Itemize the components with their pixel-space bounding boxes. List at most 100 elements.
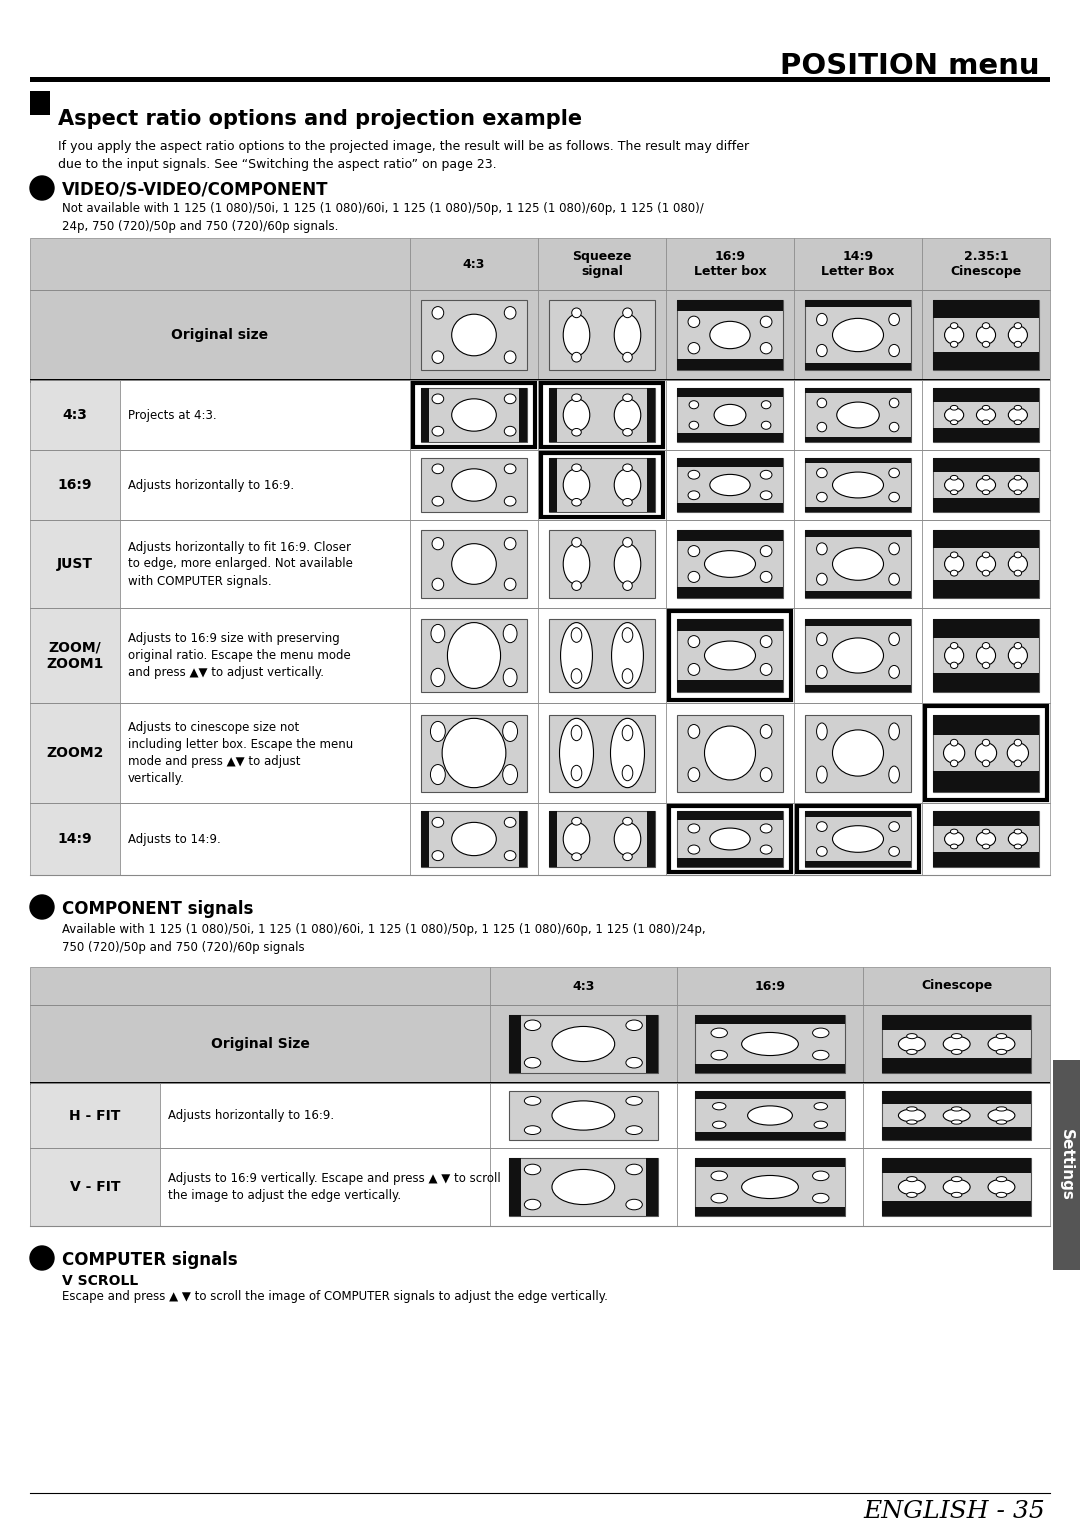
Bar bbox=[549, 811, 656, 866]
Bar bbox=[677, 301, 783, 312]
Text: V - FIT: V - FIT bbox=[70, 1180, 120, 1193]
Ellipse shape bbox=[623, 581, 632, 590]
Ellipse shape bbox=[996, 1120, 1007, 1125]
Bar bbox=[421, 458, 527, 512]
Text: H - FIT: H - FIT bbox=[69, 1108, 121, 1123]
Ellipse shape bbox=[1014, 475, 1022, 480]
Bar bbox=[805, 458, 912, 463]
Bar bbox=[421, 388, 430, 442]
Ellipse shape bbox=[1014, 740, 1022, 746]
Ellipse shape bbox=[950, 420, 958, 425]
Ellipse shape bbox=[564, 469, 590, 501]
Bar bbox=[509, 1158, 521, 1216]
Text: Available with 1 125 (1 080)/50i, 1 125 (1 080)/60i, 1 125 (1 080)/50p, 1 125 (1: Available with 1 125 (1 080)/50i, 1 125 … bbox=[62, 923, 705, 953]
Bar bbox=[805, 811, 912, 866]
Bar bbox=[509, 1158, 658, 1216]
Bar bbox=[646, 1158, 658, 1216]
Text: Original Size: Original Size bbox=[211, 1038, 310, 1051]
Ellipse shape bbox=[983, 490, 989, 495]
Ellipse shape bbox=[504, 351, 516, 364]
Ellipse shape bbox=[525, 1199, 541, 1210]
Ellipse shape bbox=[742, 1033, 798, 1056]
Text: JUST: JUST bbox=[57, 558, 93, 571]
Ellipse shape bbox=[504, 817, 516, 827]
Bar bbox=[518, 811, 527, 866]
Bar bbox=[490, 1148, 677, 1225]
Bar bbox=[696, 1015, 845, 1024]
Ellipse shape bbox=[988, 1036, 1015, 1051]
Text: Adjusts horizontally to fit 16:9. Closer
to edge, more enlarged. Not available
w: Adjusts horizontally to fit 16:9. Closer… bbox=[129, 541, 353, 587]
Bar bbox=[549, 715, 656, 792]
Ellipse shape bbox=[626, 1021, 643, 1030]
Ellipse shape bbox=[1014, 341, 1022, 347]
Ellipse shape bbox=[816, 573, 827, 585]
Ellipse shape bbox=[983, 322, 989, 329]
Ellipse shape bbox=[983, 341, 989, 347]
Ellipse shape bbox=[552, 1100, 615, 1131]
Ellipse shape bbox=[571, 669, 582, 683]
Ellipse shape bbox=[502, 764, 517, 784]
Bar bbox=[666, 290, 794, 380]
Ellipse shape bbox=[950, 759, 958, 767]
Ellipse shape bbox=[760, 767, 772, 781]
Ellipse shape bbox=[818, 422, 826, 432]
Bar bbox=[805, 530, 912, 597]
Text: Adjusts horizontally to 16:9.: Adjusts horizontally to 16:9. bbox=[129, 478, 294, 492]
Ellipse shape bbox=[983, 759, 989, 767]
Bar bbox=[677, 458, 783, 512]
Bar bbox=[518, 388, 527, 442]
Ellipse shape bbox=[626, 1164, 643, 1175]
Text: COMPUTER signals: COMPUTER signals bbox=[62, 1251, 238, 1268]
Ellipse shape bbox=[713, 1103, 726, 1109]
Bar bbox=[120, 380, 410, 451]
Bar bbox=[933, 772, 1039, 792]
Ellipse shape bbox=[837, 402, 879, 428]
Ellipse shape bbox=[623, 394, 632, 402]
Ellipse shape bbox=[833, 730, 883, 776]
Bar bbox=[922, 238, 1050, 290]
Bar bbox=[696, 1015, 845, 1073]
Ellipse shape bbox=[951, 1050, 962, 1054]
Ellipse shape bbox=[812, 1050, 829, 1060]
Bar bbox=[794, 804, 922, 876]
Text: ENGLISH - 35: ENGLISH - 35 bbox=[863, 1500, 1045, 1523]
Bar bbox=[805, 301, 912, 307]
Bar bbox=[696, 1158, 845, 1167]
Ellipse shape bbox=[571, 428, 581, 435]
Bar bbox=[677, 1083, 863, 1148]
Ellipse shape bbox=[906, 1033, 917, 1039]
Bar bbox=[677, 388, 783, 442]
Ellipse shape bbox=[623, 465, 632, 472]
Ellipse shape bbox=[816, 313, 827, 325]
Ellipse shape bbox=[988, 1180, 1015, 1195]
Ellipse shape bbox=[976, 555, 996, 573]
Ellipse shape bbox=[976, 831, 996, 847]
Ellipse shape bbox=[611, 622, 644, 689]
Ellipse shape bbox=[747, 1106, 793, 1125]
Ellipse shape bbox=[1009, 408, 1027, 422]
Ellipse shape bbox=[571, 394, 581, 402]
Ellipse shape bbox=[559, 718, 594, 787]
Ellipse shape bbox=[951, 1192, 962, 1198]
Ellipse shape bbox=[564, 399, 590, 431]
Ellipse shape bbox=[1014, 570, 1022, 576]
Bar bbox=[549, 619, 656, 692]
Bar bbox=[549, 530, 656, 597]
Ellipse shape bbox=[950, 740, 958, 746]
Ellipse shape bbox=[889, 542, 900, 555]
Bar bbox=[421, 619, 527, 692]
Bar bbox=[666, 380, 794, 451]
Ellipse shape bbox=[899, 1109, 926, 1122]
Text: Adjusts horizontally to 16:9.: Adjusts horizontally to 16:9. bbox=[168, 1109, 334, 1122]
Bar bbox=[677, 857, 783, 866]
Bar bbox=[933, 619, 1039, 639]
Ellipse shape bbox=[950, 405, 958, 410]
Ellipse shape bbox=[889, 723, 900, 740]
Ellipse shape bbox=[1009, 555, 1027, 573]
Bar bbox=[421, 811, 430, 866]
Ellipse shape bbox=[626, 1199, 643, 1210]
Bar bbox=[805, 685, 912, 692]
Bar bbox=[30, 967, 490, 1005]
Ellipse shape bbox=[943, 1180, 970, 1195]
Bar bbox=[933, 498, 1039, 512]
